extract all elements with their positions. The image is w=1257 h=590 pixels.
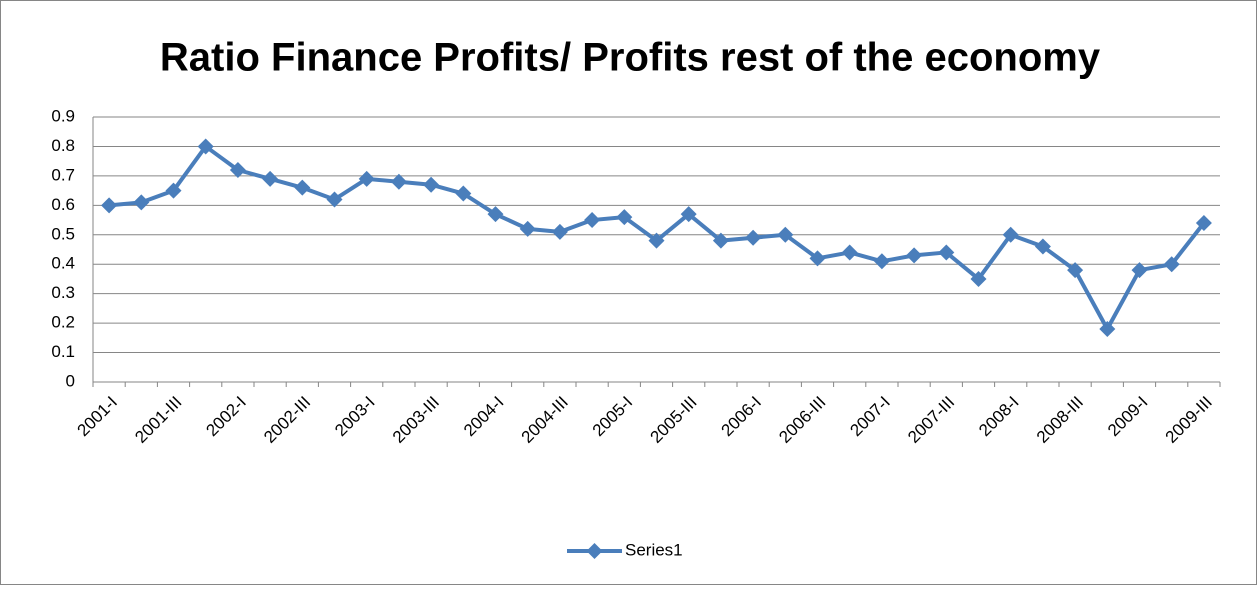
marker bbox=[680, 206, 697, 223]
marker bbox=[519, 220, 536, 237]
marker bbox=[1099, 321, 1116, 337]
marker bbox=[165, 182, 182, 199]
marker bbox=[1163, 256, 1180, 273]
marker bbox=[487, 206, 504, 223]
marker bbox=[294, 179, 311, 196]
marker bbox=[229, 162, 246, 178]
marker bbox=[1002, 226, 1019, 243]
y-tick-label: 0.2 bbox=[51, 313, 75, 332]
y-tick-label: 0.5 bbox=[51, 224, 75, 243]
marker bbox=[777, 226, 794, 243]
marker bbox=[745, 229, 762, 246]
marker bbox=[1195, 215, 1212, 231]
chart-title: Ratio Finance Profits/ Profits rest of t… bbox=[160, 36, 1101, 80]
marker bbox=[712, 232, 729, 249]
marker bbox=[616, 209, 633, 226]
y-tick-label: 0.7 bbox=[51, 165, 75, 184]
marker bbox=[390, 173, 407, 190]
marker bbox=[584, 212, 601, 229]
marker bbox=[970, 270, 987, 287]
y-tick-label: 0.3 bbox=[51, 283, 75, 302]
y-tick-label: 0 bbox=[66, 371, 75, 390]
marker bbox=[101, 197, 118, 214]
marker bbox=[197, 138, 214, 155]
marker bbox=[326, 191, 343, 208]
marker bbox=[906, 247, 923, 264]
y-tick-label: 0.9 bbox=[51, 106, 75, 125]
y-tick-label: 0.6 bbox=[51, 195, 75, 214]
marker bbox=[841, 244, 858, 261]
legend-label: Series1 bbox=[625, 540, 683, 559]
y-tick-label: 0.4 bbox=[51, 254, 75, 273]
marker bbox=[455, 185, 472, 202]
y-tick-label: 0.8 bbox=[51, 136, 75, 155]
marker bbox=[809, 250, 826, 267]
marker bbox=[938, 244, 955, 261]
marker bbox=[1131, 262, 1148, 279]
marker bbox=[551, 223, 568, 240]
marker bbox=[262, 170, 279, 187]
y-tick-label: 0.1 bbox=[51, 342, 75, 361]
marker bbox=[133, 194, 150, 211]
legend-marker bbox=[586, 543, 603, 559]
marker bbox=[1067, 262, 1084, 279]
marker bbox=[1034, 238, 1051, 255]
marker bbox=[873, 253, 890, 270]
marker bbox=[358, 170, 375, 187]
marker bbox=[648, 232, 665, 249]
marker bbox=[423, 176, 440, 193]
